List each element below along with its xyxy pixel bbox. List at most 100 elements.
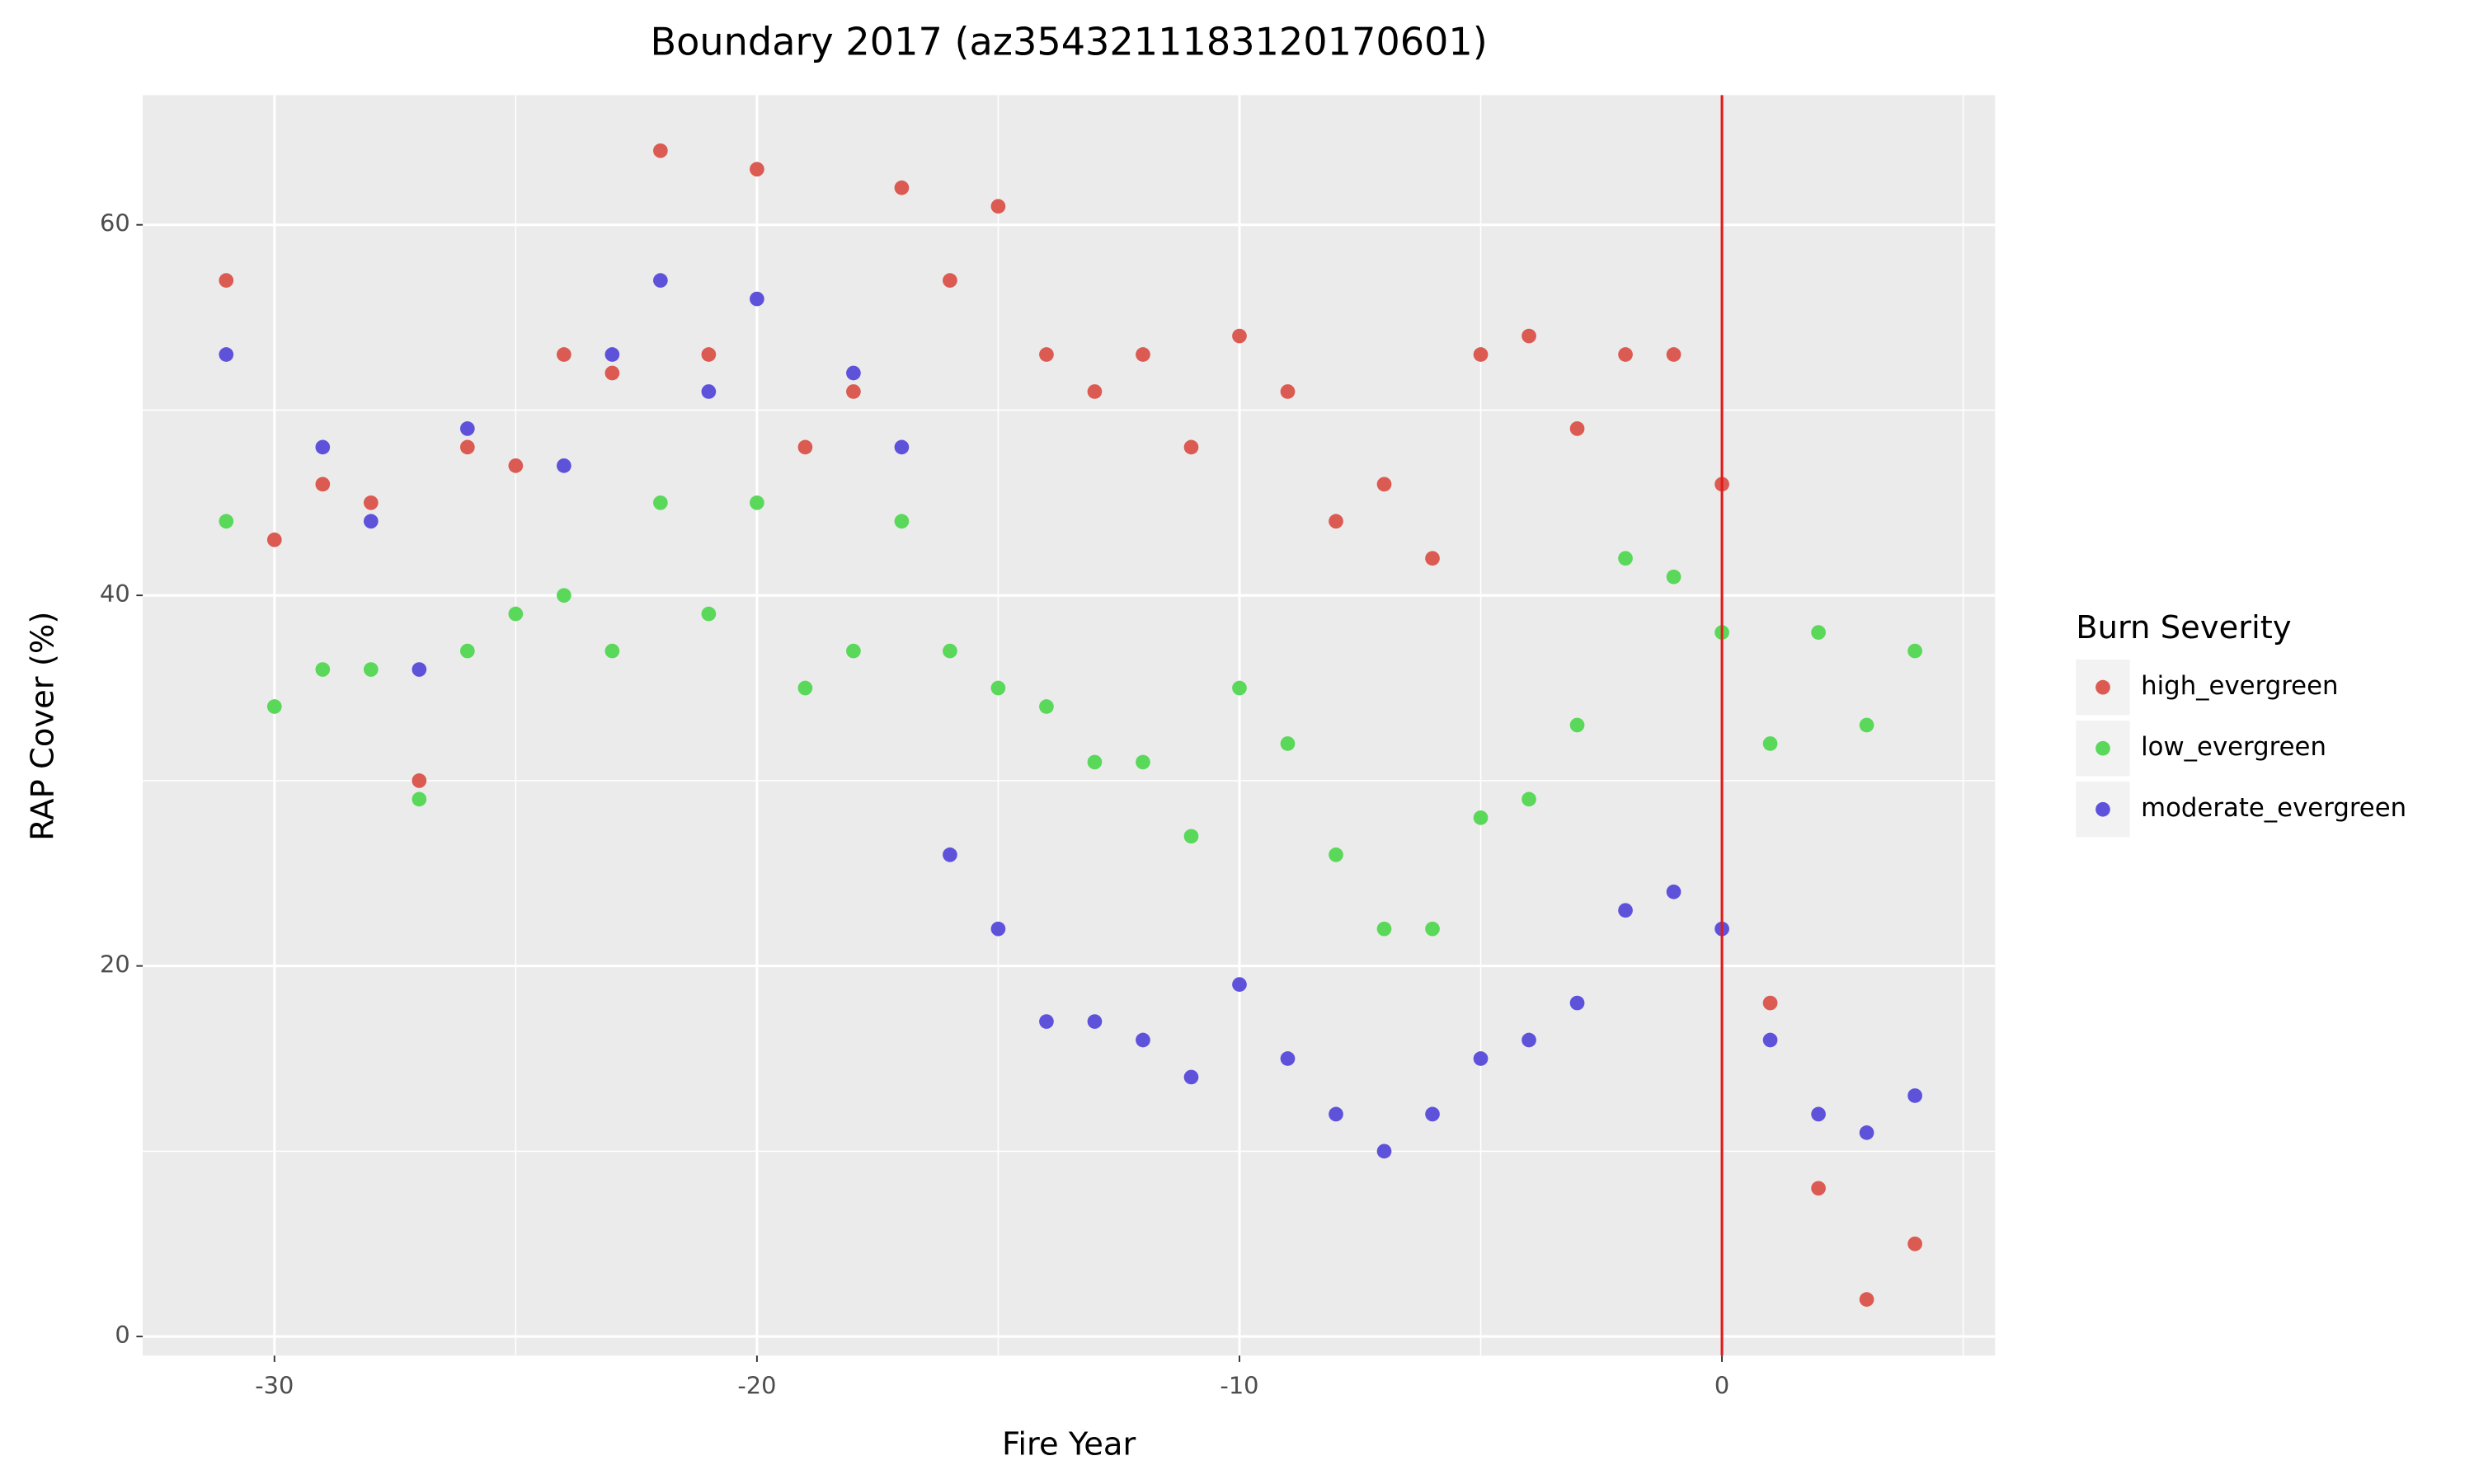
data-point bbox=[363, 514, 379, 529]
data-point bbox=[1280, 1051, 1296, 1066]
y-tick-label: 60 bbox=[100, 209, 130, 237]
data-point bbox=[943, 273, 957, 288]
data-point bbox=[266, 699, 282, 714]
data-point bbox=[1425, 921, 1440, 937]
x-tick-label: 0 bbox=[1714, 1372, 1729, 1400]
data-point bbox=[412, 773, 427, 788]
data-point bbox=[459, 421, 475, 436]
data-point bbox=[363, 495, 379, 510]
data-point bbox=[604, 347, 620, 362]
legend-marker bbox=[2095, 740, 2110, 756]
data-point bbox=[1376, 477, 1392, 492]
data-point bbox=[894, 180, 910, 195]
x-tick-label: -20 bbox=[737, 1372, 776, 1400]
legend-label: moderate_evergreen bbox=[2141, 793, 2406, 823]
data-point bbox=[1329, 847, 1343, 862]
data-point bbox=[797, 680, 813, 696]
data-point bbox=[315, 662, 331, 677]
data-point bbox=[1425, 551, 1440, 566]
data-point bbox=[990, 199, 1006, 214]
data-point bbox=[1473, 1051, 1489, 1066]
data-point bbox=[1183, 439, 1199, 455]
data-point bbox=[1280, 736, 1296, 751]
data-point bbox=[266, 532, 282, 547]
data-point bbox=[1183, 829, 1199, 844]
data-point bbox=[653, 273, 668, 288]
data-point bbox=[1425, 1106, 1440, 1122]
plot-panel bbox=[143, 95, 1996, 1356]
data-point bbox=[1762, 736, 1778, 751]
data-point bbox=[1087, 1014, 1103, 1029]
data-point bbox=[1232, 680, 1247, 696]
data-point bbox=[1666, 347, 1681, 362]
data-point bbox=[1666, 569, 1681, 585]
data-point bbox=[1569, 421, 1585, 436]
x-tick-label: -10 bbox=[1220, 1372, 1258, 1400]
data-point bbox=[1232, 977, 1247, 992]
data-point bbox=[1039, 347, 1054, 362]
data-point bbox=[701, 606, 717, 622]
data-point bbox=[1473, 347, 1489, 362]
data-point bbox=[750, 291, 764, 307]
legend-title: Burn Severity bbox=[2076, 609, 2291, 646]
data-point bbox=[990, 921, 1006, 937]
data-point bbox=[1569, 995, 1585, 1011]
data-point bbox=[894, 439, 910, 455]
data-point bbox=[1907, 1236, 1922, 1252]
x-tick-label: -30 bbox=[255, 1372, 294, 1400]
y-tick-label: 0 bbox=[115, 1321, 129, 1349]
x-axis-title: Fire Year bbox=[1002, 1425, 1136, 1463]
data-point bbox=[1039, 699, 1054, 714]
data-point bbox=[604, 365, 620, 381]
data-point bbox=[315, 439, 331, 455]
data-point bbox=[1618, 347, 1633, 362]
data-point bbox=[1136, 347, 1150, 362]
data-point bbox=[459, 643, 475, 659]
data-point bbox=[1762, 1032, 1778, 1048]
data-point bbox=[750, 495, 764, 510]
data-point bbox=[412, 791, 427, 807]
legend-marker bbox=[2095, 801, 2110, 817]
y-tick-label: 40 bbox=[100, 580, 130, 608]
data-point bbox=[219, 514, 234, 529]
data-point bbox=[1811, 1106, 1826, 1122]
data-point bbox=[508, 606, 524, 622]
data-point bbox=[1859, 1292, 1874, 1307]
data-point bbox=[1907, 1088, 1922, 1103]
data-point bbox=[1376, 1144, 1392, 1159]
data-point bbox=[1762, 995, 1778, 1011]
legend-label: low_evergreen bbox=[2141, 732, 2326, 762]
data-point bbox=[1329, 1106, 1343, 1122]
data-point bbox=[1907, 643, 1922, 659]
legend-marker bbox=[2095, 679, 2110, 695]
data-point bbox=[1618, 551, 1633, 566]
data-point bbox=[943, 643, 957, 659]
data-point bbox=[1522, 791, 1536, 807]
data-point bbox=[1087, 384, 1103, 399]
chart-title: Boundary 2017 (az3543211183120170601) bbox=[651, 19, 1488, 63]
data-point bbox=[1376, 921, 1392, 937]
y-axis-title: RAP Cover (%) bbox=[24, 612, 61, 841]
data-point bbox=[797, 439, 813, 455]
data-point bbox=[557, 458, 571, 473]
data-point bbox=[701, 384, 717, 399]
data-point bbox=[1280, 384, 1296, 399]
legend-label: high_evergreen bbox=[2141, 671, 2338, 701]
data-point bbox=[459, 439, 475, 455]
data-point bbox=[557, 347, 571, 362]
data-point bbox=[1329, 514, 1343, 529]
data-point bbox=[1087, 754, 1103, 770]
data-point bbox=[1859, 717, 1874, 733]
data-point bbox=[1473, 810, 1489, 825]
data-point bbox=[1811, 1181, 1826, 1196]
data-point bbox=[1811, 625, 1826, 640]
data-point bbox=[604, 643, 620, 659]
data-point bbox=[1039, 1014, 1054, 1029]
data-point bbox=[1618, 903, 1633, 918]
y-tick-label: 20 bbox=[100, 951, 130, 979]
data-point bbox=[894, 514, 910, 529]
data-point bbox=[701, 347, 717, 362]
data-point bbox=[846, 384, 861, 399]
data-point bbox=[750, 162, 764, 177]
